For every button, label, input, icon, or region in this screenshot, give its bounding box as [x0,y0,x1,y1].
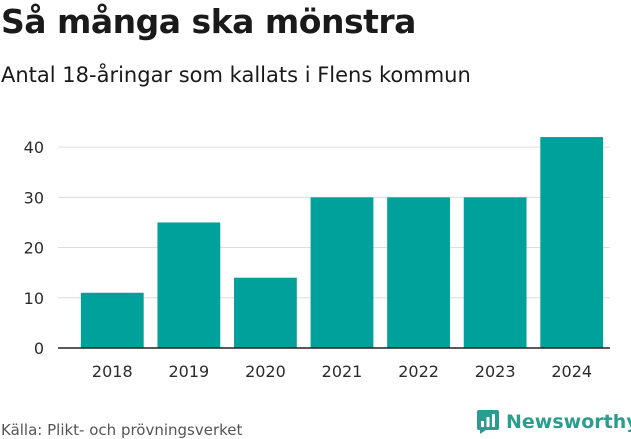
x-tick-label: 2023 [475,362,516,381]
source-note: Källa: Plikt- och prövningsverket [1,421,243,439]
y-tick-label: 0 [34,339,44,358]
brand-logo: Newsworthy [476,407,631,437]
y-tick-label: 10 [24,289,44,308]
x-tick-label: 2020 [245,362,286,381]
y-tick-labels: 0 10 20 30 40 [24,138,44,358]
bar-2022 [387,197,450,348]
x-tick-label: 2019 [168,362,209,381]
bar-2024 [540,137,604,348]
brand-name: Newsworthy [506,411,631,433]
bar-2018 [80,292,144,348]
bar-2019 [157,222,221,348]
y-tick-label: 20 [24,239,44,258]
bar-2023 [463,197,527,348]
x-tick-label: 2022 [398,362,439,381]
x-tick-label: 2018 [92,362,133,381]
y-tick-label: 30 [24,188,44,207]
chart-title: Så många ska mönstra [1,2,416,41]
bars [80,137,604,348]
x-tick-label: 2021 [322,362,363,381]
x-tick-labels: 2018 2019 2020 2021 2022 2023 2024 [92,362,592,381]
bar-2020 [234,277,297,348]
newsworthy-logo-icon [476,409,500,435]
bar-chart: 2018 2019 2020 2021 2022 2023 2024 0 10 20 30 40 [24,137,610,381]
chart-subtitle: Antal 18-åringar som kallats i Flens kom… [1,63,471,87]
x-tick-label: 2024 [551,362,592,381]
bar-2021 [310,197,374,348]
y-tick-label: 40 [24,138,44,157]
